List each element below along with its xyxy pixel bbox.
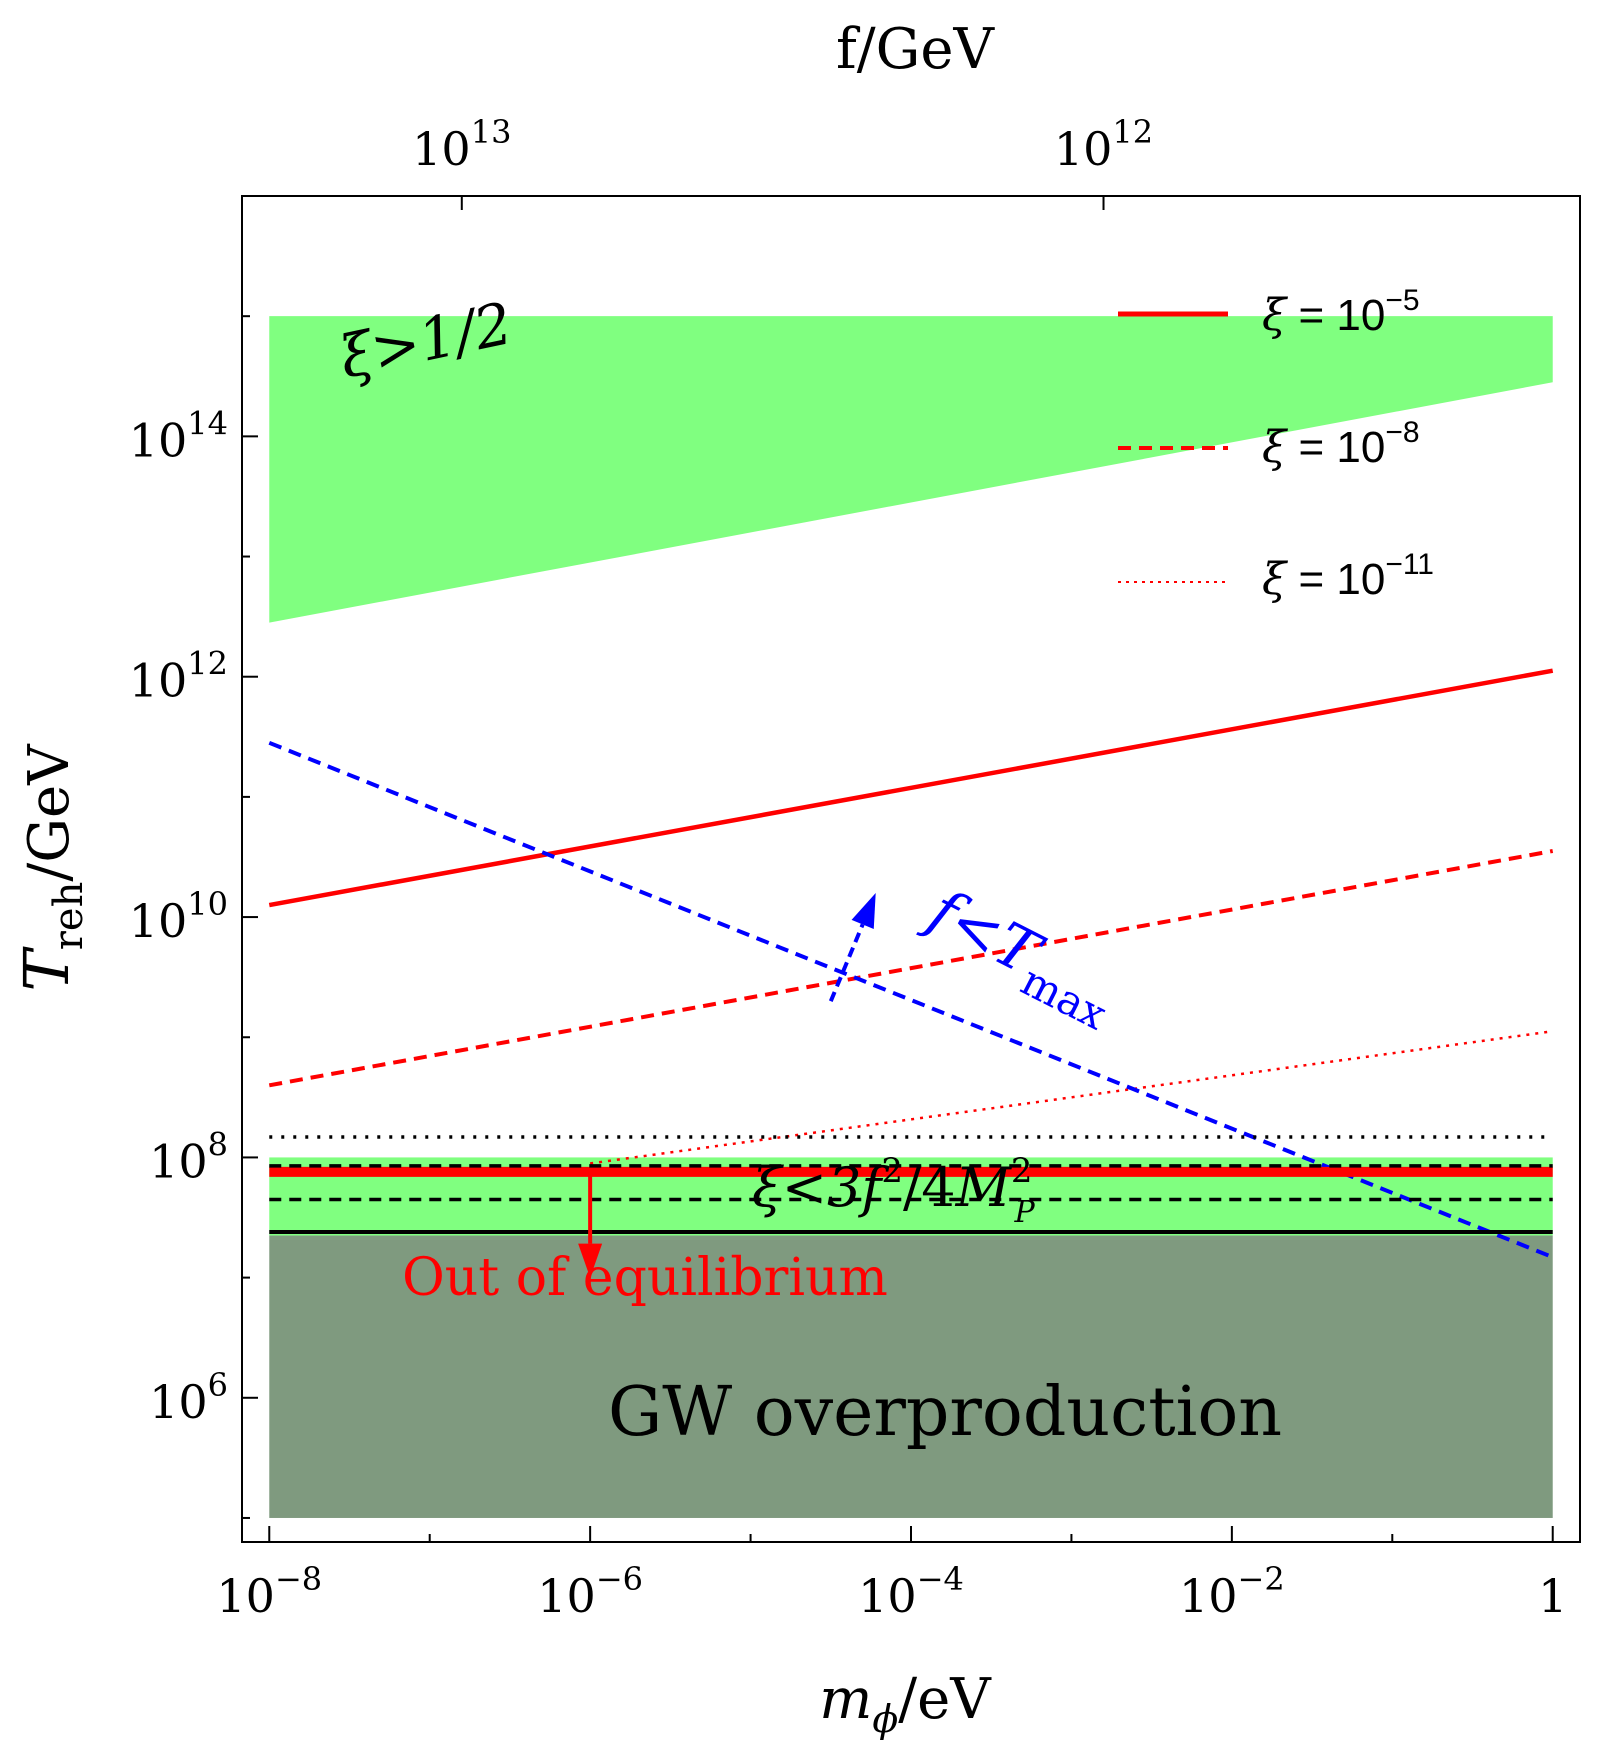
series-layer bbox=[268, 668, 1554, 1260]
series-line-2 bbox=[589, 1030, 1553, 1165]
legend-label-dotted: ξ = 10−11 bbox=[1262, 548, 1434, 605]
annotation-gw-overproduction: GW overproduction bbox=[608, 1373, 1282, 1452]
x-tick-label-2: 10−4 bbox=[858, 1560, 964, 1623]
series-line-0 bbox=[268, 668, 1554, 908]
y-tick-label-4: 1014 bbox=[129, 404, 228, 467]
annotation-xi-lt-bound: ξ<3f2/4M2 P bbox=[752, 1151, 1036, 1230]
top-tick-label-0: 1013 bbox=[412, 113, 511, 176]
legend-label-solid: ξ = 10−5 bbox=[1262, 284, 1420, 341]
region-gw-overproduction bbox=[269, 1235, 1553, 1518]
top-tick-label-1: 1012 bbox=[1054, 113, 1153, 176]
red-arrow-head bbox=[578, 1243, 603, 1278]
arrow-layer bbox=[578, 893, 876, 1278]
x-tick-label-4: 1 bbox=[1538, 1569, 1567, 1623]
tick-layer: 10−8 10−6 10−4 10−2 1 106 108 1010 1012 1014 1013 1… bbox=[129, 113, 1568, 1623]
region-xi-gt-half bbox=[269, 316, 1553, 623]
annotation-out-of-equilibrium: Out of equilibrium bbox=[402, 1248, 888, 1308]
y-tick-label-2: 1010 bbox=[129, 885, 228, 948]
x-axis-label: mϕ/eV bbox=[819, 1667, 992, 1741]
x-tick-label-0: 10−8 bbox=[216, 1560, 322, 1623]
blue-arrow-shaft bbox=[828, 923, 865, 1002]
blue-arrow-head bbox=[851, 893, 876, 930]
y-axis-label: Treh/GeV bbox=[10, 743, 92, 992]
y-tick-label-0: 106 bbox=[149, 1366, 228, 1429]
y-tick-label-1: 108 bbox=[149, 1125, 228, 1188]
y-tick-label-3: 1012 bbox=[129, 645, 228, 708]
series-line-1 bbox=[268, 849, 1554, 1088]
x-tick-label-3: 10−2 bbox=[1179, 1560, 1285, 1623]
legend-label-dashed: ξ = 10−8 bbox=[1262, 416, 1420, 473]
x-tick-label-1: 10−6 bbox=[537, 1560, 643, 1623]
legend: ξ = 10−5 ξ = 10−8 ξ = 10−11 bbox=[1118, 284, 1434, 605]
top-axis-label: f/GeV bbox=[836, 17, 995, 82]
